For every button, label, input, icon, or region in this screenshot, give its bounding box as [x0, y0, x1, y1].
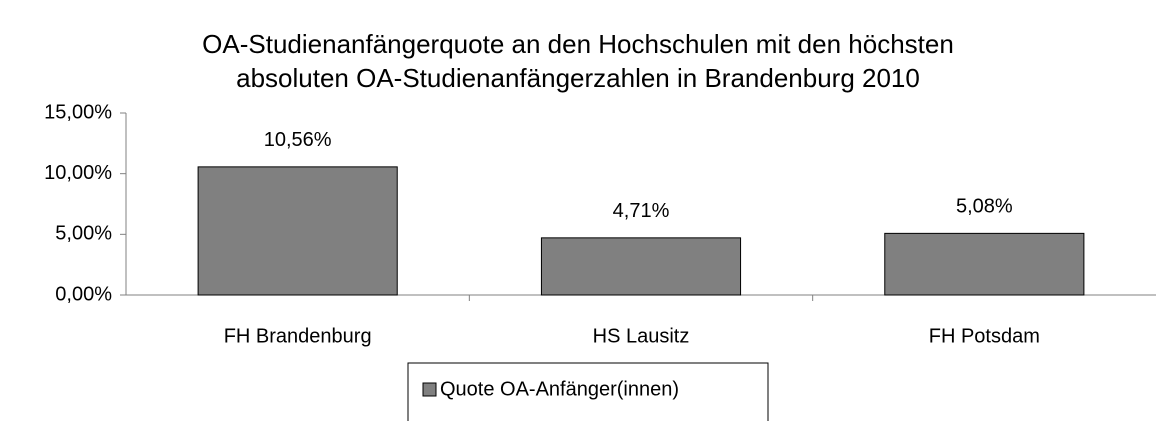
x-tick-label: FH Brandenburg	[224, 325, 372, 347]
x-tick-label: FH Potsdam	[929, 325, 1040, 347]
data-label: 5,08%	[956, 196, 1013, 218]
data-label: 10,56%	[264, 129, 332, 151]
data-label: 4,71%	[613, 200, 670, 222]
y-tick-label: 0,00%	[55, 283, 112, 305]
y-tick-label: 5,00%	[55, 223, 112, 245]
legend-label: Quote OA-Anfänger(innen)	[440, 378, 679, 400]
chart-title: absoluten OA-Studienanfängerzahlen in Br…	[236, 63, 920, 93]
legend-box	[407, 362, 769, 421]
bar	[540, 237, 742, 296]
legend-swatch	[422, 382, 437, 397]
y-tick-label: 15,00%	[44, 101, 112, 123]
y-tick-label: 10,00%	[44, 162, 112, 184]
x-tick-label: HS Lausitz	[593, 325, 690, 347]
chart-title: OA-Studienanfängerquote an den Hochschul…	[202, 29, 954, 59]
bar	[197, 166, 398, 296]
bar	[884, 232, 1085, 296]
